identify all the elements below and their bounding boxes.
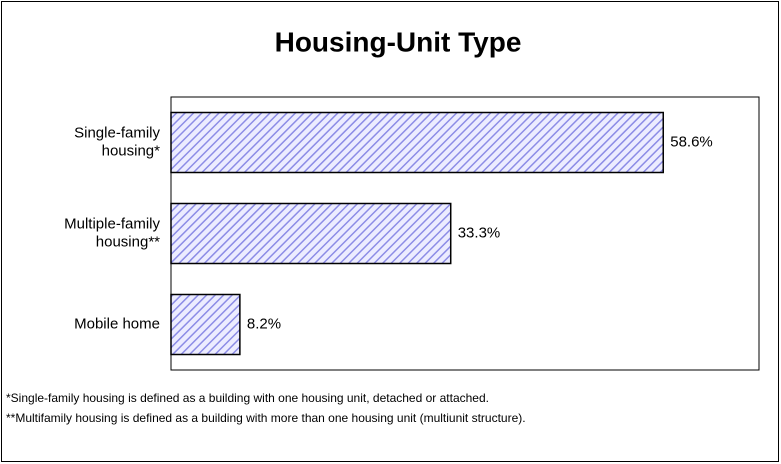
y-tick-label: Mobile home [74,315,160,332]
footnote: **Multifamily housing is defined as a bu… [6,411,526,425]
chart-title: Housing-Unit Type [275,26,522,57]
y-tick-label: Multiple-family housing** [64,215,160,250]
bar [170,293,241,356]
footnote: *Single-family housing is defined as a b… [6,391,489,405]
y-tick-label: Single-family housing* [74,124,160,159]
data-label: 8.2% [247,315,281,332]
data-label: 33.3% [458,224,501,241]
bar [170,202,452,265]
bar [170,111,664,174]
data-label: 58.6% [670,133,713,150]
